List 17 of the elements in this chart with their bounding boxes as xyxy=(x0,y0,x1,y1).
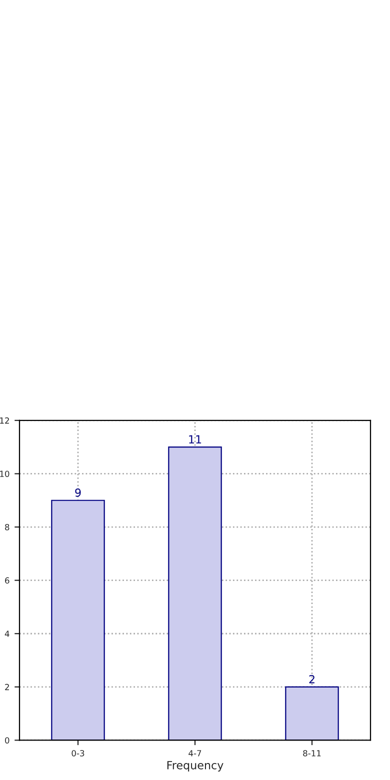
data-label: 9 xyxy=(75,488,81,497)
bar xyxy=(51,500,105,740)
x-tick-label: 0-3 xyxy=(72,750,84,756)
data-label: 11 xyxy=(189,435,202,444)
y-tick-label: 0 xyxy=(5,737,10,744)
bar xyxy=(285,686,339,740)
y-tick-label: 10 xyxy=(0,470,10,478)
y-tick-label: 12 xyxy=(0,417,9,424)
y-tick-label: 8 xyxy=(5,524,10,530)
x-tick-label: 4-7 xyxy=(188,750,202,756)
x-axis-title: Frequency xyxy=(167,761,224,772)
y-tick-label: 2 xyxy=(5,684,9,690)
y-tick-label: 6 xyxy=(5,577,10,584)
y-tick-label: 4 xyxy=(4,630,10,637)
bar xyxy=(168,446,222,740)
x-tick-label: 8-11 xyxy=(303,750,321,756)
data-label: 2 xyxy=(309,674,314,684)
